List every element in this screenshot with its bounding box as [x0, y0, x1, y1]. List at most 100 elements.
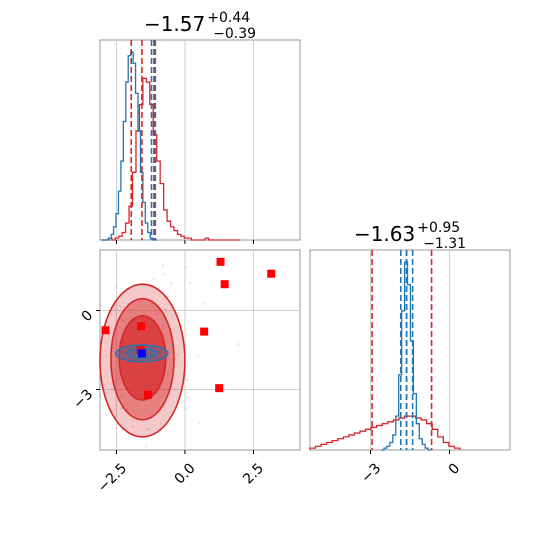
y-histogram-x-tick-label: 0: [446, 460, 464, 478]
x-title-minus: −0.39: [213, 26, 256, 42]
joint-sample-dot: [115, 379, 118, 383]
joint-sample-dot: [157, 397, 160, 400]
joint-sample-dot: [122, 396, 125, 399]
joint-blue-square-point: [137, 349, 146, 358]
joint-sample-dot: [126, 407, 129, 411]
joint-sample-dot: [197, 354, 200, 357]
joint-sample-dot: [131, 308, 135, 311]
joint-sample-dot: [156, 405, 159, 409]
joint-sample-dot: [143, 408, 146, 411]
joint-sample-dot: [131, 424, 135, 428]
joint-sample-dot: [158, 391, 162, 394]
joint-y-tick-label: −3: [70, 386, 96, 412]
joint-sample-dot: [237, 343, 240, 346]
joint-sample-dot: [120, 394, 123, 397]
x-histogram-frame: [99, 39, 301, 241]
joint-sample-dot: [168, 295, 172, 299]
joint-x-tick-label: 0.0: [172, 460, 199, 487]
y-histogram-grid: [370, 250, 450, 450]
joint-red-square-point: [267, 269, 276, 278]
joint-sample-dot: [150, 302, 154, 305]
x-param-title: −1.57 +0.44 −0.39: [144, 10, 256, 42]
joint-red-square-point: [220, 280, 229, 289]
joint-red-square-point: [200, 327, 209, 336]
joint-sample-dot: [148, 427, 151, 431]
x-histogram-ticks: [115, 240, 254, 244]
joint-sample-dot: [152, 277, 155, 281]
x-title-plus: +0.44: [207, 10, 250, 26]
joint-sample-dot: [169, 282, 173, 285]
joint-sample-dot: [166, 370, 170, 373]
joint-y-tick-label: 0: [79, 308, 97, 326]
joint-red-square-point: [137, 322, 146, 331]
joint-sample-dot: [161, 324, 165, 327]
joint-red-contours: [99, 283, 186, 438]
joint-sample-dot: [172, 313, 175, 317]
joint-sample-dot: [111, 409, 114, 412]
joint-sample-dot: [182, 400, 185, 403]
joint-sample-dot: [142, 312, 145, 316]
joint-x-tick-label: −2.5: [95, 460, 130, 495]
joint-red-square-point: [215, 384, 224, 393]
joint-red-square-point: [101, 326, 110, 335]
y-histogram-ticks: −3 0: [358, 450, 463, 486]
joint-sample-dot: [121, 319, 125, 322]
x-histogram-grid: [115, 40, 254, 240]
joint-sample-dot: [161, 418, 165, 422]
joint-sample-dot: [171, 358, 174, 361]
joint-sample-dot: [161, 264, 165, 268]
joint-sample-dot: [146, 428, 149, 431]
joint-sample-dot: [188, 281, 192, 285]
joint-panel: −2.5 0.0 2.5 0 −3: [70, 249, 301, 496]
y-histogram-x-tick-label: −3: [358, 460, 384, 486]
joint-sample-dot: [184, 265, 187, 269]
joint-sample-dot: [134, 412, 137, 415]
joint-sample-dot: [198, 422, 201, 425]
y-histogram-panel: −3 0: [309, 249, 511, 486]
joint-sample-dot: [125, 318, 128, 322]
joint-sample-dot: [159, 422, 163, 425]
joint-sample-dot: [105, 414, 108, 417]
joint-sample-dot: [185, 378, 188, 382]
joint-sample-dot: [184, 407, 188, 410]
joint-sample-dot: [116, 372, 120, 376]
joint-sample-dot: [119, 305, 123, 309]
joint-sample-dot: [164, 308, 167, 311]
joint-sample-dot: [201, 302, 205, 306]
y-title-median: −1.63: [354, 222, 415, 246]
joint-sample-dot: [118, 382, 121, 385]
y-histogram-red-step: [309, 415, 461, 450]
x-histogram-red-step: [101, 77, 240, 241]
joint-sample-dot: [115, 285, 118, 288]
joint-red-square-point: [143, 390, 152, 399]
joint-sample-dot: [114, 379, 118, 383]
joint-sample-dot: [160, 395, 164, 398]
y-histogram-quantile-lines: [371, 250, 433, 450]
joint-red-square-point: [216, 257, 225, 266]
y-title-minus: −1.31: [423, 236, 466, 252]
x-histogram-panel: [99, 39, 301, 244]
y-param-title: −1.63 +0.95 −1.31: [354, 220, 466, 252]
joint-sample-dot: [105, 354, 108, 358]
y-histogram-steps: [309, 261, 461, 451]
joint-sample-dot: [164, 382, 168, 385]
joint-sample-dot: [112, 346, 115, 350]
joint-sample-dot: [131, 418, 134, 421]
joint-sample-dot: [176, 353, 180, 357]
joint-sample-dot: [117, 377, 121, 381]
joint-sample-dot: [162, 273, 165, 276]
y-histogram-frame: [309, 249, 511, 451]
x-title-median: −1.57: [144, 12, 205, 36]
joint-sample-dot: [144, 445, 148, 448]
x-histogram-quantile-lines: [130, 40, 157, 240]
joint-x-tick-label: 2.5: [240, 460, 267, 487]
joint-sample-dot: [111, 388, 114, 391]
joint-sample-dot: [120, 406, 123, 410]
y-title-plus: +0.95: [417, 220, 460, 236]
joint-sample-dot: [186, 395, 189, 399]
joint-sample-dot: [138, 300, 142, 304]
x-histogram-blue-step: [101, 51, 158, 241]
x-histogram-steps: [101, 51, 240, 241]
joint-sample-dot: [130, 403, 133, 406]
